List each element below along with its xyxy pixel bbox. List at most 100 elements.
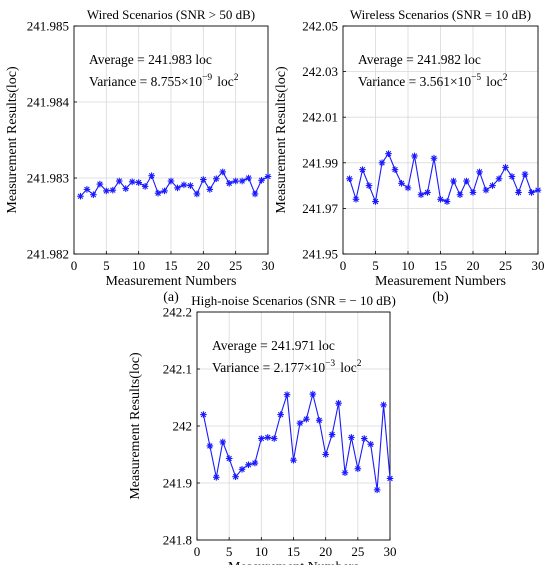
data-point	[508, 173, 516, 180]
data-point	[238, 466, 246, 473]
data-point	[232, 473, 239, 481]
marker-stroke	[372, 198, 379, 205]
chart-panel-a: 0 5 10 15 20 25 30 241.982 241.983 241.984 241.985…	[5, 7, 275, 305]
marker-stroke	[366, 182, 372, 189]
data-point	[219, 168, 227, 176]
marker-stroke	[174, 185, 181, 191]
marker-stroke	[232, 178, 239, 184]
marker-stroke	[245, 175, 252, 181]
variance-exponent: −3	[325, 359, 335, 369]
data-point	[373, 486, 381, 494]
marker-stroke	[411, 153, 418, 159]
data-point	[213, 474, 220, 481]
marker-stroke	[284, 391, 290, 398]
data-point	[315, 417, 323, 424]
marker-stroke	[463, 178, 470, 184]
data-point	[360, 435, 368, 442]
variance-unit-exponent: 2	[234, 73, 239, 83]
data-point	[309, 390, 317, 398]
x-tick-label: 10	[255, 544, 268, 559]
data-point	[367, 440, 374, 448]
data-point	[502, 164, 509, 171]
y-axis-label: Measurement Results(loc)	[128, 352, 143, 500]
marker-stroke	[258, 177, 265, 184]
data-point	[277, 411, 284, 418]
x-tick-label: 15	[434, 258, 447, 273]
y-tick-label: 241.8	[163, 533, 192, 548]
y-tick-label: 242	[173, 419, 193, 434]
data-point	[206, 442, 214, 450]
x-tick-label: 15	[287, 544, 300, 559]
data-point	[258, 176, 265, 184]
data-point	[348, 434, 355, 441]
y-tick-label: 241.99	[302, 155, 338, 170]
data-point	[450, 177, 457, 185]
chart-title: Wired Scenarios (SNR > 50 dB)	[87, 7, 255, 22]
x-tick-label: 10	[132, 258, 145, 273]
marker-stroke	[148, 172, 155, 179]
marker-stroke	[496, 175, 502, 182]
marker-stroke	[310, 391, 316, 397]
variance-annotation: Variance = 2.177×10−3 loc2	[212, 359, 362, 375]
data-point	[296, 419, 304, 427]
marker-stroke	[265, 173, 271, 180]
marker-stroke	[290, 457, 297, 463]
variance-value: Variance = 3.561×10	[358, 74, 471, 89]
marker-stroke	[353, 196, 359, 203]
marker-stroke	[405, 185, 411, 191]
y-tick-label: 241.985	[27, 19, 69, 34]
data-point	[174, 184, 181, 192]
data-point	[193, 190, 201, 198]
data-point	[290, 456, 297, 464]
marker-stroke	[122, 185, 129, 192]
marker-stroke	[502, 164, 509, 171]
marker-stroke	[515, 189, 522, 196]
panel-caption: (b)	[432, 290, 449, 305]
marker-stroke	[342, 469, 348, 476]
marker-stroke	[322, 451, 329, 458]
data-point	[528, 189, 535, 196]
marker-stroke	[476, 169, 483, 175]
data-point	[270, 435, 278, 442]
marker-stroke	[509, 173, 515, 180]
data-point	[96, 180, 104, 188]
data-point	[404, 184, 412, 192]
x-tick-label: 5	[372, 258, 379, 273]
marker-stroke	[398, 180, 405, 187]
variance-unit: loc	[217, 74, 234, 89]
x-axis-label: Measurement Numbers	[228, 560, 359, 565]
data-point	[167, 177, 175, 185]
chart-title: High-noise Scenarios (SNR = − 10 dB)	[191, 293, 396, 308]
data-point	[372, 198, 379, 205]
y-tick-label: 241.982	[27, 247, 69, 262]
marker-stroke	[194, 191, 200, 197]
data-point	[322, 451, 329, 458]
x-axis-label: Measurement Numbers	[375, 274, 506, 289]
marker-stroke	[271, 435, 277, 442]
marker-stroke	[103, 188, 110, 194]
x-tick-label: 25	[499, 258, 512, 273]
marker-stroke	[431, 155, 437, 162]
marker-stroke	[252, 191, 258, 197]
marker-stroke	[303, 416, 310, 422]
data-point	[141, 183, 149, 190]
marker-stroke	[116, 178, 123, 184]
y-tick-label: 241.9	[163, 476, 192, 491]
x-tick-label: 5	[103, 258, 110, 273]
y-axis-label: Measurement Results(loc)	[274, 66, 289, 214]
data-point	[258, 435, 265, 442]
y-tick-label: 242.2	[163, 305, 192, 320]
data-point	[534, 186, 542, 194]
marker-stroke	[380, 402, 387, 408]
data-point	[225, 180, 233, 187]
marker-stroke	[181, 182, 187, 188]
marker-stroke	[168, 178, 174, 184]
marker-stroke	[129, 179, 135, 185]
data-point	[476, 168, 483, 176]
data-point	[148, 172, 155, 180]
marker-stroke	[110, 187, 116, 193]
marker-stroke	[535, 187, 541, 193]
marker-stroke	[200, 176, 207, 183]
data-point	[232, 177, 239, 185]
average-annotation: Average = 241.983 loc	[89, 52, 212, 67]
